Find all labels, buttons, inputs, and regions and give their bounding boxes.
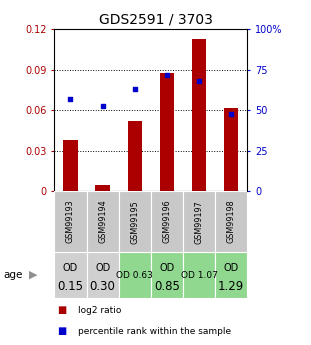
Bar [183,252,215,298]
Point [229,111,234,116]
Bar [192,39,206,191]
Text: 1.29: 1.29 [218,280,244,293]
Bar [54,191,86,252]
Bar [215,252,247,298]
Bar [54,252,86,298]
Bar [86,191,119,252]
Text: log2 ratio: log2 ratio [78,306,121,315]
Bar [86,252,119,298]
Text: OD 0.63: OD 0.63 [116,270,153,280]
Text: 0.85: 0.85 [154,280,180,293]
Text: ▶: ▶ [29,270,38,280]
Bar [119,191,151,252]
Text: OD: OD [159,263,174,273]
Point [165,72,169,78]
Text: OD: OD [95,263,110,273]
Bar [151,252,183,298]
Text: age: age [3,270,22,280]
Text: OD: OD [224,263,239,273]
Bar [95,185,110,191]
Text: GSM99198: GSM99198 [227,200,236,244]
Text: GDS2591 / 3703: GDS2591 / 3703 [99,12,212,26]
Text: percentile rank within the sample: percentile rank within the sample [78,327,231,336]
Text: 0.30: 0.30 [90,280,116,293]
Bar [128,121,142,191]
Text: OD 1.07: OD 1.07 [181,270,217,280]
Bar [215,191,247,252]
Point [197,78,202,84]
Point [68,96,73,102]
Bar [160,72,174,191]
Bar [183,191,215,252]
Text: 0.15: 0.15 [58,280,83,293]
Point [100,103,105,108]
Bar [151,191,183,252]
Text: OD: OD [63,263,78,273]
Bar [224,108,239,191]
Bar [63,140,78,191]
Bar [119,252,151,298]
Text: GSM99197: GSM99197 [195,200,203,244]
Text: ■: ■ [58,326,67,336]
Text: GSM99196: GSM99196 [162,200,171,244]
Text: GSM99193: GSM99193 [66,200,75,244]
Text: ■: ■ [58,306,67,315]
Text: GSM99194: GSM99194 [98,200,107,244]
Text: GSM99195: GSM99195 [130,200,139,244]
Point [132,87,137,92]
